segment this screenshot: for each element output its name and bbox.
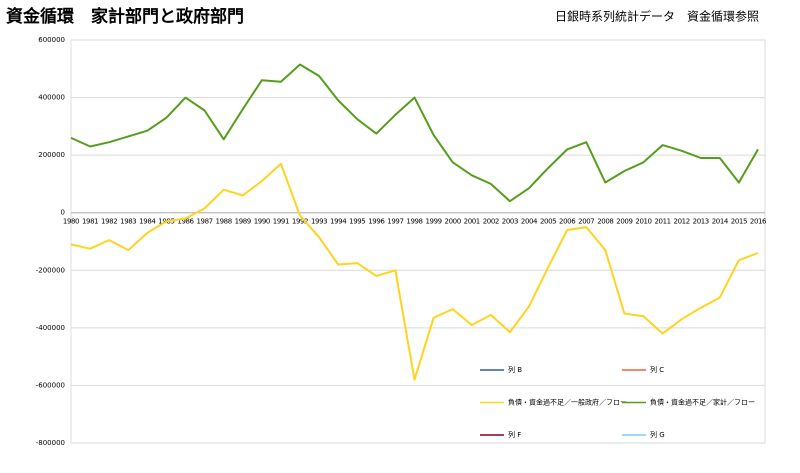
x-tick-label: 1999	[425, 218, 441, 226]
x-tick-label: 2008	[597, 218, 613, 226]
x-tick-label: 2012	[674, 218, 690, 226]
y-tick-label: -400000	[36, 324, 65, 332]
y-tick-label: 0	[61, 209, 65, 217]
x-tick-label: 2002	[483, 218, 499, 226]
x-tick-label: 1987	[196, 218, 212, 226]
x-tick-label: 1980	[63, 218, 79, 226]
legend-label: 列 G	[650, 430, 665, 439]
x-tick-label: 1981	[82, 218, 98, 226]
x-tick-label: 1986	[177, 218, 194, 226]
legend-label: 列 B	[508, 365, 522, 374]
x-tick-label: 2014	[712, 218, 729, 226]
x-tick-label: 2000	[445, 218, 461, 226]
x-tick-label: 1996	[368, 218, 385, 226]
plot-area	[70, 39, 766, 444]
legend-label: 列 F	[508, 430, 521, 439]
chart-title: 資金循環 家計部門と政府部門	[6, 6, 244, 27]
x-tick-label: 2005	[540, 218, 556, 226]
y-tick-label: -600000	[36, 381, 65, 389]
chart-subtitle: 日銀時系列統計データ 資金循環参照	[555, 9, 759, 24]
x-tick-label: 2006	[559, 218, 576, 226]
legend-label: 列 C	[650, 365, 664, 374]
x-tick-label: 2001	[464, 218, 480, 226]
y-tick-label: 400000	[38, 94, 65, 102]
x-tick-label: 2010	[635, 218, 651, 226]
x-tick-label: 1995	[349, 218, 365, 226]
x-tick-label: 1990	[254, 218, 270, 226]
x-tick-label: 1988	[216, 218, 232, 226]
x-tick-label: 1997	[387, 218, 403, 226]
x-tick-label: 1983	[120, 218, 136, 226]
x-tick-label: 2013	[693, 218, 709, 226]
x-tick-label: 2003	[502, 218, 518, 226]
x-tick-label: 1984	[139, 218, 156, 226]
x-tick-label: 2009	[616, 218, 632, 226]
series-line	[70, 63, 759, 203]
x-tick-label: 2007	[578, 218, 594, 226]
x-tick-label: 2004	[521, 218, 538, 226]
x-tick-label: 1993	[311, 218, 327, 226]
x-tick-label: 2016	[750, 218, 767, 226]
x-tick-label: 1991	[273, 218, 289, 226]
y-tick-label: 200000	[38, 151, 65, 159]
x-tick-label: 2015	[731, 218, 747, 226]
legend-label: 負債・資金過不足／一般政府／フロー	[508, 398, 627, 407]
x-tick-label: 1982	[101, 218, 117, 226]
x-tick-label: 1994	[330, 218, 347, 226]
x-tick-label: 2011	[654, 218, 670, 226]
series-line	[70, 162, 759, 381]
y-tick-label: 600000	[38, 36, 65, 44]
x-tick-label: 1998	[406, 218, 422, 226]
y-tick-label: -200000	[36, 266, 65, 274]
x-tick-label: 1992	[292, 218, 308, 226]
y-tick-label: -800000	[36, 439, 65, 447]
x-tick-label: 1989	[235, 218, 251, 226]
legend-label: 負債・資金過不足／家計／フロー	[650, 398, 755, 407]
